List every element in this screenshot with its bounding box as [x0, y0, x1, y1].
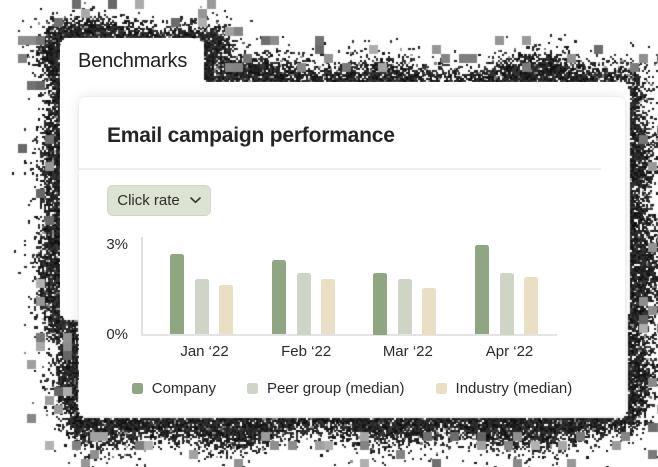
legend-item: Industry (median) [435, 380, 573, 397]
bar [398, 278, 413, 335]
metric-dropdown[interactable]: Click rate [107, 185, 211, 216]
legend-item: Peer group (median) [246, 380, 405, 397]
bar [373, 272, 388, 335]
card-title: Email campaign performance [107, 124, 395, 147]
y-axis-tick-bottom: 0% [106, 326, 128, 343]
y-axis-line [141, 237, 143, 335]
bar [320, 278, 335, 335]
x-axis-line [141, 334, 557, 336]
bar [500, 272, 514, 335]
chevron-down-icon [189, 197, 201, 204]
legend-swatch-icon [131, 383, 143, 394]
bar [219, 284, 233, 335]
x-axis-label: Apr ‘22 [485, 343, 534, 360]
metric-dropdown-label: Click rate [117, 192, 180, 209]
bar [475, 244, 489, 335]
chart-area: 3% 0% Jan ‘22 Feb ‘22 Mar ‘22 Apr ‘22 [79, 97, 625, 416]
legend-label: Company [151, 380, 216, 397]
x-axis-label: Jan ‘22 [180, 343, 229, 360]
bar [422, 288, 437, 335]
legend-label: Peer group (median) [266, 380, 405, 397]
bar [524, 277, 538, 335]
x-axis-label: Feb ‘22 [281, 343, 332, 360]
x-axis-label: Mar ‘22 [382, 343, 433, 360]
bar [271, 260, 286, 335]
benchmarks-tab-label: Benchmarks [78, 49, 188, 72]
bar [170, 253, 184, 335]
benchmarks-tab[interactable]: Benchmarks [60, 38, 202, 84]
chart-card: Email campaign performance Click rate 3%… [79, 97, 625, 416]
legend-label: Industry (median) [455, 380, 573, 397]
legend-item: Company [131, 380, 216, 397]
legend: Company Peer group (median) Industry (medi… [79, 380, 625, 397]
y-axis-tick-top: 3% [106, 236, 128, 253]
bar [195, 278, 209, 335]
legend-swatch-icon [246, 383, 258, 394]
bar [296, 272, 311, 335]
title-divider [79, 168, 601, 170]
legend-swatch-icon [435, 383, 447, 394]
